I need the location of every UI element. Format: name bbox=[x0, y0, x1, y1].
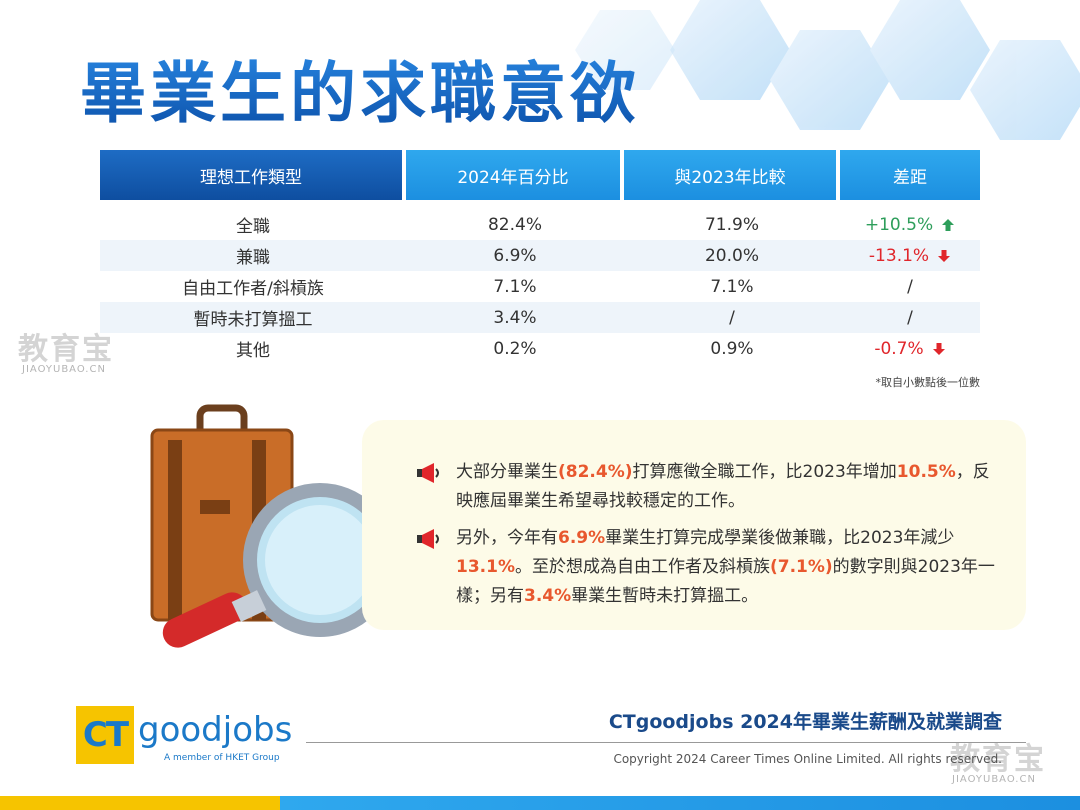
arrow-down-icon bbox=[932, 342, 945, 355]
cell-diff: -13.1% bbox=[868, 245, 930, 266]
watermark-sub: JIAOYUBAO.CN bbox=[952, 774, 1036, 785]
watermark: 教育宝 bbox=[950, 742, 1046, 777]
logo-text: goodjobs bbox=[138, 710, 293, 750]
table-row: 自由工作者/斜槓族 7.1% 7.1% / bbox=[100, 271, 980, 302]
watermark-sub: JIAOYUBAO.CN bbox=[22, 364, 106, 375]
logo-ct: CT bbox=[76, 706, 134, 764]
data-table: 理想工作類型 2024年百分比 與2023年比較 差距 全職 82.4% 71.… bbox=[100, 150, 980, 364]
table-row: 其他 0.2% 0.9% -0.7% bbox=[100, 333, 980, 364]
cell-2024: 0.2% bbox=[493, 338, 537, 359]
header-2024: 2024年百分比 bbox=[406, 150, 620, 200]
summary-box: 大部分畢業生(82.4%)打算應徵全職工作，比2023年增加10.5%，反映應屆… bbox=[362, 420, 1026, 630]
cell-2023: 7.1% bbox=[710, 276, 754, 297]
logo-subtitle: A member of HKET Group bbox=[164, 753, 280, 763]
megaphone-icon bbox=[417, 463, 439, 483]
cell-type: 兼職 bbox=[236, 248, 270, 268]
cell-type: 暫時未打算搵工 bbox=[193, 310, 313, 330]
watermark: 教育宝 bbox=[18, 332, 114, 367]
table-body: 全職 82.4% 71.9% +10.5% 兼職 6.9% 20.0% -13.… bbox=[100, 209, 980, 364]
summary-paragraph-2: 另外，今年有6.9%畢業生打算完成學業後做兼職，比2023年減少13.1%。至於… bbox=[456, 528, 995, 606]
table-row: 全職 82.4% 71.9% +10.5% bbox=[100, 209, 980, 240]
table-header: 理想工作類型 2024年百分比 與2023年比較 差距 bbox=[100, 150, 980, 200]
briefcase-magnifier-illustration bbox=[150, 404, 380, 648]
table-row: 兼職 6.9% 20.0% -13.1% bbox=[100, 240, 980, 271]
header-diff: 差距 bbox=[840, 150, 980, 200]
page-title: 畢業生的求職意欲 bbox=[80, 40, 640, 136]
table-footnote: *取自小數點後一位數 bbox=[875, 376, 981, 389]
summary-paragraph-1: 大部分畢業生(82.4%)打算應徵全職工作，比2023年增加10.5%，反映應屆… bbox=[456, 462, 990, 511]
header-2023: 與2023年比較 bbox=[624, 150, 836, 200]
megaphone-icon bbox=[417, 529, 439, 549]
cell-type: 全職 bbox=[236, 217, 270, 237]
cell-type: 自由工作者/斜槓族 bbox=[182, 279, 324, 299]
cell-2023: 20.0% bbox=[704, 245, 759, 266]
cell-diff: -0.7% bbox=[874, 338, 924, 359]
copyright: Copyright 2024 Career Times Online Limit… bbox=[613, 752, 1002, 766]
cell-type: 其他 bbox=[236, 341, 270, 361]
arrow-up-icon bbox=[942, 218, 955, 231]
survey-title: CTgoodjobs 2024年畢業生薪酬及就業調查 bbox=[608, 711, 1002, 733]
cell-diff: / bbox=[907, 307, 913, 328]
cell-2024: 6.9% bbox=[493, 245, 537, 266]
cell-2024: 7.1% bbox=[493, 276, 537, 297]
cell-2024: 3.4% bbox=[493, 307, 537, 328]
cell-2023: 0.9% bbox=[710, 338, 754, 359]
cell-diff: +10.5% bbox=[864, 214, 934, 235]
cell-diff: / bbox=[907, 276, 913, 297]
footer-divider bbox=[306, 742, 1026, 743]
table-row: 暫時未打算搵工 3.4% / / bbox=[100, 302, 980, 333]
arrow-down-icon bbox=[938, 249, 951, 262]
header-type: 理想工作類型 bbox=[100, 150, 402, 200]
bottom-bar bbox=[0, 796, 1080, 810]
cell-2024: 82.4% bbox=[487, 214, 542, 235]
cell-2023: 71.9% bbox=[704, 214, 759, 235]
cell-2023: / bbox=[729, 307, 735, 328]
